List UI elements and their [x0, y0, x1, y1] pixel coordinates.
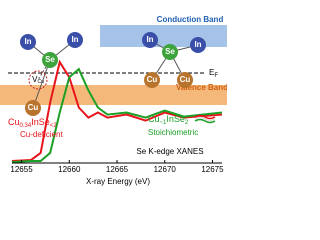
flag [194, 116, 216, 122]
vacancy-sub: Cu [37, 79, 44, 85]
x-tick-label: 12675 [201, 165, 224, 174]
flag [194, 114, 216, 120]
conduction-band [100, 25, 227, 47]
atom-label: Cu [147, 75, 158, 84]
atom-label: In [71, 35, 78, 44]
bond [32, 59, 51, 109]
atom [162, 44, 178, 60]
atom [20, 34, 36, 50]
atom-label: Se [45, 55, 55, 64]
plot [11, 59, 223, 163]
legend-part: Cu [8, 117, 20, 127]
atom-label: Cu [28, 103, 39, 112]
atom [177, 72, 193, 88]
x-axis-label: X-ray Energy (eV) [86, 177, 150, 186]
x-tick-label: 12660 [58, 165, 81, 174]
conduction-label: Conduction Band [157, 15, 224, 24]
atom-label: In [24, 37, 31, 46]
series-line [11, 67, 223, 163]
fermi-sub: F [214, 73, 218, 79]
flag [194, 118, 216, 124]
legend-sublabel: Stoichiometric [148, 128, 198, 137]
fermi-e: E [209, 68, 214, 77]
chart: Conduction Band Valence Band EF VCu In In… [0, 15, 227, 187]
atom [144, 72, 160, 88]
atom [67, 32, 83, 48]
legend-part: InSe [166, 114, 185, 124]
valence-band [0, 85, 227, 105]
fermi-label: EF [209, 68, 218, 78]
legend-part: 0.34 [20, 123, 32, 129]
legend-entry: Cu~1InSe2 [148, 114, 189, 125]
vacancy [28, 70, 48, 90]
x-tick-label: 12670 [154, 165, 177, 174]
legend-part: 2 [185, 120, 189, 126]
legend-entry: Cu0.34InSe<2 [8, 117, 57, 128]
chart-title: Se K-edge XANES [136, 147, 203, 156]
vacancy-v: V [32, 75, 38, 84]
legend-part: InSe [31, 117, 50, 127]
legend-part: <2 [50, 123, 58, 129]
atom-label: In [194, 40, 201, 49]
atom [25, 100, 41, 116]
legend-part: Cu [148, 114, 160, 124]
atom-label: Se [165, 47, 175, 56]
valence-label-text: Valence Band [176, 83, 227, 92]
valence-label: Valence Band [176, 83, 227, 92]
legend-sublabel: Cu-deficient [20, 130, 63, 139]
x-tick-label: 12655 [10, 165, 33, 174]
atom [142, 32, 158, 48]
legend-part: ~1 [160, 120, 168, 126]
series-line [11, 59, 223, 162]
atom-label: In [146, 35, 153, 44]
atom-label: Cu [180, 75, 191, 84]
vacancy-label: VCu [32, 75, 44, 85]
atom [42, 52, 58, 68]
atom [190, 37, 206, 53]
x-tick-label: 12665 [106, 165, 129, 174]
